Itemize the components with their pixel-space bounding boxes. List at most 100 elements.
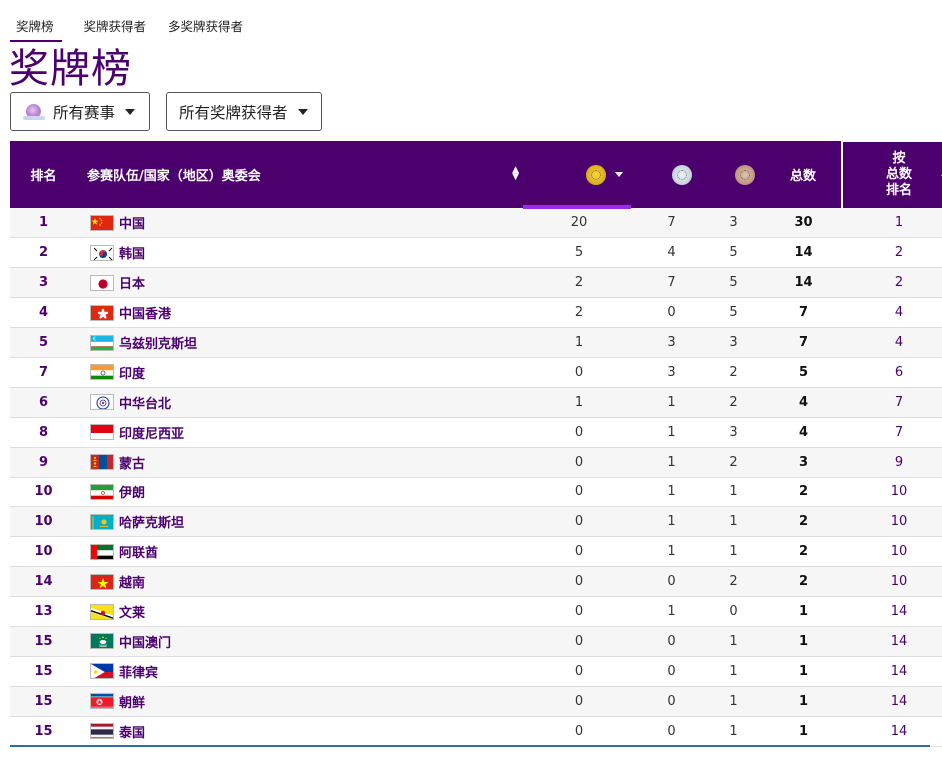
team-cell[interactable]: 中华台北 [77,387,523,417]
silver-count: 0 [667,693,676,709]
team-header[interactable]: 参赛队伍/国家（地区）奥委会 ▲ ▼ [77,141,523,208]
bronze-count: 0 [729,604,738,620]
bronze-count: 2 [729,454,738,470]
rank-by-total-label-3: 排名 [885,183,912,198]
rank-by-total-cell: 7 [894,394,904,410]
medal-table: 排名 参赛队伍/国家（地区）奥委会 ▲ ▼ 总数 按 [10,140,942,747]
team-name[interactable]: 伊朗 [119,486,146,502]
bronze-count: 2 [729,394,738,410]
team-name[interactable]: 阿联酋 [119,546,159,562]
sort-icon[interactable]: ▲ ▼ [512,165,519,182]
table-row: 10 阿联酋 0 1 1 2 10 [10,536,942,567]
team-name[interactable]: 中国香港 [119,307,172,323]
team-cell[interactable]: 中国澳门 [77,626,523,656]
table-row: 9 蒙古 0 1 2 3 9 [10,447,942,478]
gold-count: 0 [574,574,584,590]
rank-cell: 15 [34,693,53,709]
team-cell[interactable]: 文莱 [77,597,523,627]
total-count: 1 [798,723,809,739]
bronze-count: 1 [729,484,738,500]
table-row: 3 日本 2 7 5 14 2 [10,267,942,298]
table-row: 7 印度 0 3 2 5 6 [10,357,942,388]
team-name[interactable]: 日本 [119,277,146,293]
medal-tabs: 奖牌榜 奖牌获得者 多奖牌获得者 [10,14,259,42]
bronze-header[interactable] [702,141,765,208]
thailand-flag-icon [90,723,114,740]
uzbekistan-flag-icon [90,334,114,351]
bronze-count: 3 [729,335,738,350]
table-row: 4 中国香港 2 0 5 7 4 [10,297,942,328]
team-name[interactable]: 文莱 [119,606,146,622]
team-name[interactable]: 中国澳门 [119,635,172,651]
total-count: 7 [798,335,809,350]
gold-count: 0 [574,604,584,620]
team-cell[interactable]: 韩国 [77,238,523,268]
events-filter-dropdown[interactable]: 所有赛事 [10,92,150,131]
team-cell[interactable]: 阿联酋 [77,537,523,567]
rank-by-total-cell: 14 [890,604,908,620]
indonesia-flag-icon [90,424,114,441]
team-cell[interactable]: 伊朗 [77,477,523,507]
table-row: 2 韩国 5 4 5 14 2 [10,237,942,268]
rank-header[interactable]: 排名 [30,169,57,184]
south-korea-flag-icon [90,244,114,261]
team-cell[interactable]: 中国 [77,208,523,238]
bronze-count: 1 [729,663,738,679]
brunei-flag-icon [90,603,114,620]
rank-by-total-cell: 1 [894,215,904,231]
gold-header[interactable] [523,141,641,209]
team-cell[interactable]: 蒙古 [77,447,523,477]
tab-multi-medallists[interactable]: 多奖牌获得者 [168,19,244,34]
silver-header[interactable] [641,141,702,208]
bronze-count: 5 [729,305,738,321]
team-name[interactable]: 越南 [119,576,146,592]
vietnam-flag-icon [90,573,114,590]
team-name[interactable]: 韩国 [119,247,146,263]
silver-count: 0 [667,574,676,590]
gold-count: 20 [570,215,588,231]
team-name[interactable]: 印度 [119,366,146,382]
japan-flag-icon [90,274,114,291]
team-name[interactable]: 蒙古 [119,456,146,472]
team-name[interactable]: 朝鲜 [119,695,146,711]
team-name[interactable]: 哈萨克斯坦 [119,516,185,532]
silver-count: 0 [667,663,676,679]
team-cell[interactable]: 乌兹别克斯坦 [77,328,523,358]
rank-by-total-header[interactable]: 按 总数 排名 [841,140,942,208]
medalists-filter-dropdown[interactable]: 所有奖牌获得者 [166,92,322,131]
table-row: 15 泰国 0 0 1 1 14 [10,716,942,747]
tab-medallists[interactable]: 奖牌获得者 [83,19,147,34]
team-name[interactable]: 乌兹别克斯坦 [119,337,198,352]
gold-count: 0 [574,693,584,709]
tab-medal-table[interactable]: 奖牌榜 [10,14,62,42]
team-cell[interactable]: 泰国 [77,716,523,746]
table-header-row: 排名 参赛队伍/国家（地区）奥委会 ▲ ▼ 总数 按 [10,140,942,209]
silver-count: 1 [667,394,676,410]
table-row: 15 朝鲜 0 0 1 1 14 [10,686,942,717]
silver-count: 1 [667,454,676,470]
team-cell[interactable]: 日本 [77,268,523,298]
team-cell[interactable]: 哈萨克斯坦 [77,507,523,537]
rank-cell: 10 [34,484,53,500]
team-name[interactable]: 中华台北 [119,396,172,412]
team-cell[interactable]: 中国香港 [77,298,523,328]
gold-medal-icon [586,164,606,185]
gold-count: 1 [574,394,584,410]
team-name[interactable]: 印度尼西亚 [119,426,185,442]
rank-cell: 10 [34,544,53,560]
team-cell[interactable]: 菲律宾 [77,656,523,686]
total-header[interactable]: 总数 [789,169,816,184]
team-cell[interactable]: 印度尼西亚 [77,417,523,447]
chinese-taipei-flag-icon [90,394,114,411]
team-cell[interactable]: 印度 [77,357,523,387]
bronze-count: 1 [729,633,738,649]
team-name[interactable]: 泰国 [119,725,146,741]
team-name[interactable]: 菲律宾 [119,665,159,681]
total-count: 3 [798,454,809,470]
bronze-medal-icon [734,164,755,185]
team-cell[interactable]: 朝鲜 [77,686,523,716]
team-name[interactable]: 中国 [119,217,146,233]
total-count: 1 [798,604,809,620]
rank-cell: 3 [38,275,49,291]
team-cell[interactable]: 越南 [77,567,523,597]
